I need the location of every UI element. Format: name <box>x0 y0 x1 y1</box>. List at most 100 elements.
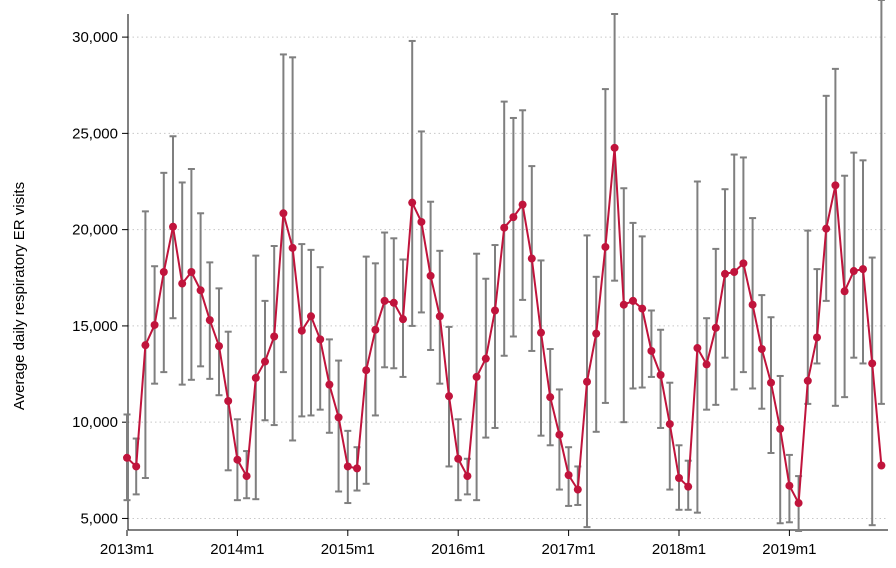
data-point <box>270 332 279 341</box>
data-point <box>730 268 739 276</box>
error-bar <box>509 116 517 338</box>
data-point <box>555 430 564 439</box>
data-point <box>610 143 619 152</box>
data-point <box>279 209 288 218</box>
data-point <box>251 373 260 382</box>
x-tick-label: 2018m1 <box>652 541 706 558</box>
x-tick-label: 2014m1 <box>210 541 264 558</box>
data-point <box>141 341 150 350</box>
data-point <box>389 298 398 307</box>
data-point <box>233 455 242 464</box>
gridlines <box>128 36 888 519</box>
data-point <box>546 393 555 402</box>
data-point <box>638 304 647 313</box>
error-bar <box>307 248 315 417</box>
data-point <box>849 267 858 276</box>
data-point <box>656 371 665 380</box>
data-point <box>619 300 628 309</box>
data-point <box>417 217 426 226</box>
data-point <box>408 198 417 207</box>
data-point <box>481 354 490 363</box>
data-point <box>435 312 444 321</box>
error-bar <box>335 359 343 493</box>
data-point <box>242 472 251 481</box>
error-bar <box>555 388 563 491</box>
data-point <box>518 200 527 209</box>
data-point <box>307 312 315 321</box>
data-point <box>629 296 637 305</box>
error-bar <box>859 159 867 365</box>
error-bar <box>868 256 876 527</box>
error-bar <box>592 275 600 433</box>
data-point <box>684 482 693 491</box>
x-tick-label: 2015m1 <box>321 541 375 558</box>
data-point <box>767 378 775 387</box>
y-tick-label: 15,000 <box>72 318 118 335</box>
x-axis: 2013m1 2014m1 2015m1 2016m1 2017m1 2018m1 2019… <box>100 529 888 558</box>
data-point <box>675 474 683 483</box>
data-point <box>491 306 499 315</box>
error-bar <box>215 287 223 397</box>
data-point <box>527 254 536 263</box>
data-point <box>261 357 269 366</box>
error-bar <box>666 381 674 491</box>
data-point <box>123 453 131 462</box>
data-point <box>353 464 361 473</box>
data-point <box>785 481 794 490</box>
data-point <box>803 376 812 385</box>
error-bar <box>813 268 821 365</box>
data-point <box>509 213 518 222</box>
error-bar <box>491 244 499 429</box>
data-point <box>150 320 159 329</box>
error-bar <box>371 262 379 417</box>
error-bar <box>408 39 416 327</box>
data-point <box>583 377 591 386</box>
data-series <box>123 143 886 508</box>
error-bar <box>850 151 858 359</box>
y-tick-label: 25,000 <box>72 125 118 142</box>
data-point <box>776 424 785 433</box>
data-point <box>592 329 601 338</box>
data-point <box>601 242 610 251</box>
y-tick-label: 30,000 <box>72 29 118 46</box>
error-bar <box>831 67 839 407</box>
y-tick-label: 5,000 <box>80 510 118 527</box>
error-bar <box>877 0 885 405</box>
y-tick-label: 10,000 <box>72 414 118 431</box>
data-point <box>426 271 435 280</box>
data-point <box>831 181 840 190</box>
error-bar <box>776 374 784 525</box>
data-point <box>840 287 849 296</box>
data-point <box>877 461 886 470</box>
data-point <box>647 346 656 355</box>
y-tick-label: 20,000 <box>72 222 118 239</box>
data-point <box>380 296 389 305</box>
data-point <box>859 265 867 274</box>
data-point <box>573 485 582 494</box>
error-bars <box>123 0 885 532</box>
x-tick-label: 2019m1 <box>762 541 816 558</box>
x-tick-label: 2017m1 <box>541 541 595 558</box>
data-point <box>132 462 141 471</box>
data-point <box>343 462 352 471</box>
data-point <box>362 366 371 375</box>
data-point <box>739 259 748 268</box>
data-point <box>187 268 196 276</box>
data-point <box>399 315 407 324</box>
y-axis-title: Average daily respiratory ER visits <box>11 182 28 410</box>
data-point <box>325 380 334 389</box>
error-bar <box>537 259 545 437</box>
data-point <box>472 372 481 381</box>
data-point <box>224 397 233 405</box>
x-tick-label: 2016m1 <box>431 541 485 558</box>
error-bar <box>629 221 637 390</box>
data-point <box>316 335 325 344</box>
error-bar <box>647 309 655 378</box>
data-point <box>169 222 177 231</box>
data-point <box>205 316 214 325</box>
data-point <box>371 325 380 334</box>
data-point <box>178 279 187 288</box>
data-point <box>196 286 205 295</box>
data-point <box>721 269 729 278</box>
